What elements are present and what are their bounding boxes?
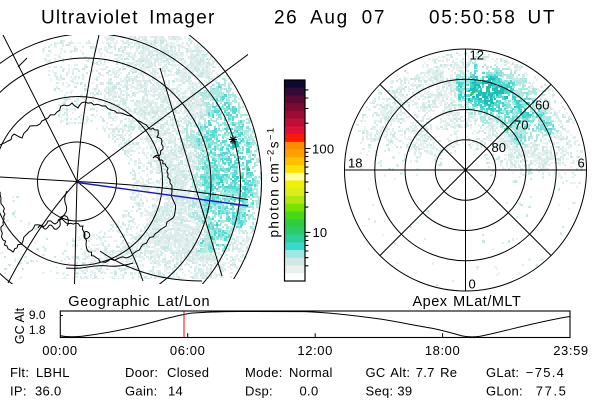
svg-text:23:59: 23:59 [553,343,589,358]
svg-text:Closed: Closed [167,365,209,380]
svg-text:Door:: Door: [125,365,158,380]
svg-text:GLat:: GLat: [486,365,519,380]
svg-text:10: 10 [313,225,328,240]
svg-text:Normal: Normal [289,365,333,380]
svg-text:Dsp:: Dsp: [245,384,273,399]
svg-text:IP:: IP: [10,384,27,399]
svg-text:Geographic Lat/Lon: Geographic Lat/Lon [68,294,210,310]
svg-text:1.8: 1.8 [29,323,46,337]
svg-text:12: 12 [470,48,484,63]
svg-text:18: 18 [348,156,362,171]
svg-text:12:00: 12:00 [297,343,333,358]
svg-text:6: 6 [578,156,585,171]
svg-text:36.0: 36.0 [35,384,62,399]
svg-text:Apex MLat/MLT: Apex MLat/MLT [413,294,522,310]
svg-text:Seq: 39: Seq: 39 [366,384,413,399]
svg-text:06:00: 06:00 [170,343,206,358]
svg-text:0.0: 0.0 [300,384,319,399]
svg-text:GC Alt: 7.7 Re: GC Alt: 7.7 Re [366,365,458,380]
svg-text:GC Alt: GC Alt [13,307,27,344]
svg-text:0: 0 [469,277,476,292]
svg-text:Ultraviolet Imager: Ultraviolet Imager [41,8,215,29]
svg-text:9.0: 9.0 [29,308,46,322]
svg-text:18:00: 18:00 [425,343,461,358]
svg-text:77.5: 77.5 [536,384,568,399]
svg-text:60: 60 [535,98,549,113]
svg-text:Gain:: Gain: [125,384,158,399]
svg-text:Mode:: Mode: [245,365,283,380]
svg-text:05:50:58 UT: 05:50:58 UT [429,8,556,29]
svg-text:70: 70 [514,118,528,133]
svg-text:100: 100 [312,142,334,157]
svg-text:photon cm−2s−1: photon cm−2s−1 [266,126,282,237]
svg-text:Flt:: Flt: [10,365,29,380]
svg-text:−75.4: −75.4 [526,365,565,380]
svg-text:GLon:: GLon: [486,384,523,399]
svg-text:00:00: 00:00 [42,343,78,358]
svg-text:LBHL: LBHL [36,365,70,380]
svg-text:80: 80 [492,140,506,155]
svg-text:26 Aug 07: 26 Aug 07 [274,8,386,29]
svg-text:14: 14 [168,384,183,399]
